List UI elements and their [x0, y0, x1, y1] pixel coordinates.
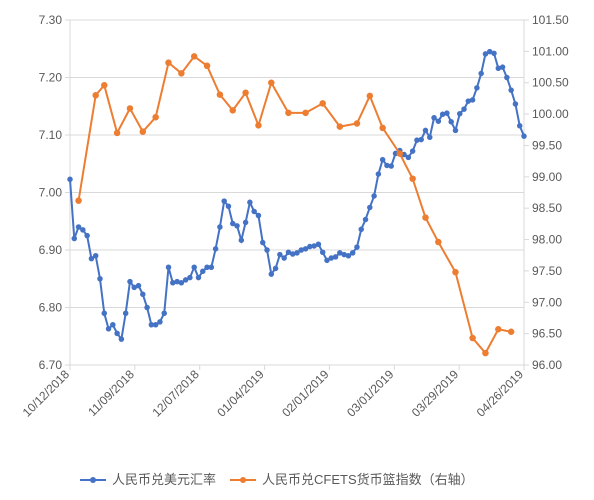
y-right-tick-label: 101.50 — [532, 13, 569, 27]
y-right-tick-label: 99.00 — [532, 170, 562, 184]
y-right-tick-label: 99.50 — [532, 138, 562, 152]
y-right-tick-label: 96.50 — [532, 327, 562, 341]
y-right-tick-label: 98.00 — [532, 233, 562, 247]
legend-label-cfets-index: 人民币兑CFETS货币篮指数（右轴） — [262, 472, 474, 487]
y-right-tick-label: 96.00 — [532, 358, 562, 372]
y-left-tick-label: 6.90 — [39, 243, 63, 257]
y-right-tick-label: 98.50 — [532, 201, 562, 215]
legend-label-exchange-rate: 人民币兑美元汇率 — [112, 472, 216, 487]
y-left-tick-label: 7.30 — [39, 13, 63, 27]
y-left-tick-label: 7.00 — [39, 186, 63, 200]
y-left-tick-label: 6.80 — [39, 301, 63, 315]
y-right-tick-label: 97.50 — [532, 264, 562, 278]
chart-container: 6.706.806.907.007.107.207.3096.0096.5097… — [0, 0, 594, 500]
y-left-tick-label: 7.20 — [39, 71, 63, 85]
y-right-tick-label: 101.00 — [532, 44, 569, 58]
y-right-tick-label: 97.00 — [532, 295, 562, 309]
legend: 人民币兑美元汇率 人民币兑CFETS货币篮指数（右轴） — [80, 472, 474, 487]
y-left-tick-label: 7.10 — [39, 128, 63, 142]
y-right-tick-label: 100.50 — [532, 76, 569, 90]
y-right-tick-label: 100.00 — [532, 107, 569, 121]
chart-svg: 6.706.806.907.007.107.207.3096.0096.5097… — [0, 0, 594, 500]
